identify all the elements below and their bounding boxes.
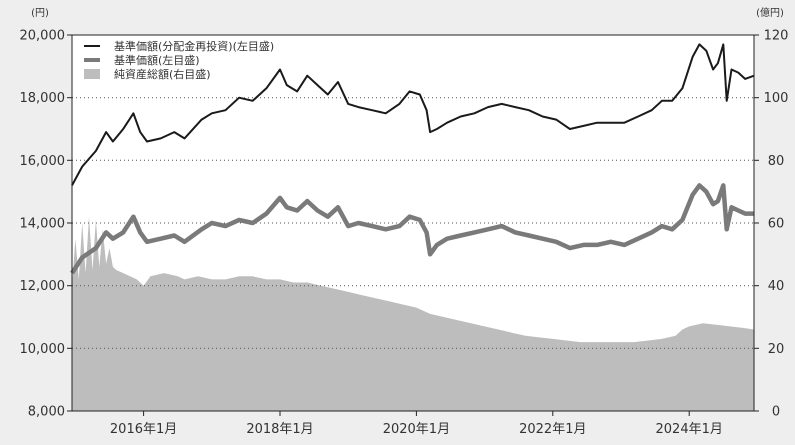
x-tick-label: 2024年1月 — [656, 422, 723, 437]
x-tick-label: 2018年1月 — [246, 422, 313, 437]
left-tick-label: 20,000 — [20, 29, 66, 44]
right-tick-label: 40 — [768, 279, 785, 294]
left-axis-unit: (円) — [31, 8, 49, 19]
reinvested-nav-line — [71, 43, 755, 186]
legend-label-nav: 基準価額(左目盛) — [114, 53, 200, 67]
x-tick-label: 2020年1月 — [383, 422, 450, 437]
legend: 基準価額(分配金再投資)(左目盛) 基準価額(左目盛) 純資産総額(右目盛) — [84, 39, 274, 81]
left-tick-label: 16,000 — [20, 154, 66, 169]
legend-label-net-assets: 純資産総額(右目盛) — [114, 67, 211, 81]
legend-label-reinvested: 基準価額(分配金再投資)(左目盛) — [114, 39, 274, 53]
left-tick-label: 14,000 — [20, 217, 66, 232]
left-tick-label: 12,000 — [20, 279, 66, 294]
nav-lines-layer — [70, 43, 755, 275]
nav-line — [70, 183, 754, 275]
x-tick-label: 2022年1月 — [519, 422, 586, 437]
right-tick-label: 0 — [772, 405, 780, 420]
gridlines — [72, 97, 754, 349]
right-tick-label: 60 — [768, 217, 785, 232]
right-tick-label: 120 — [764, 29, 789, 44]
net-assets-area — [72, 216, 754, 411]
right-axis-unit: (億円) — [756, 6, 784, 19]
left-tick-label: 18,000 — [20, 91, 66, 106]
legend-swatch-net-assets — [84, 69, 100, 79]
left-tick-label: 10,000 — [20, 342, 66, 357]
right-tick-label: 20 — [768, 342, 785, 357]
left-tick-label: 8,000 — [28, 405, 65, 420]
axes-labels: 8,000 10,000 12,000 14,000 16,000 18,000 20,00… — [20, 29, 789, 438]
x-tick-label: 2016年1月 — [110, 422, 177, 437]
right-tick-label: 100 — [764, 91, 789, 106]
right-tick-label: 80 — [768, 154, 785, 169]
net-assets-area-layer — [72, 216, 754, 411]
